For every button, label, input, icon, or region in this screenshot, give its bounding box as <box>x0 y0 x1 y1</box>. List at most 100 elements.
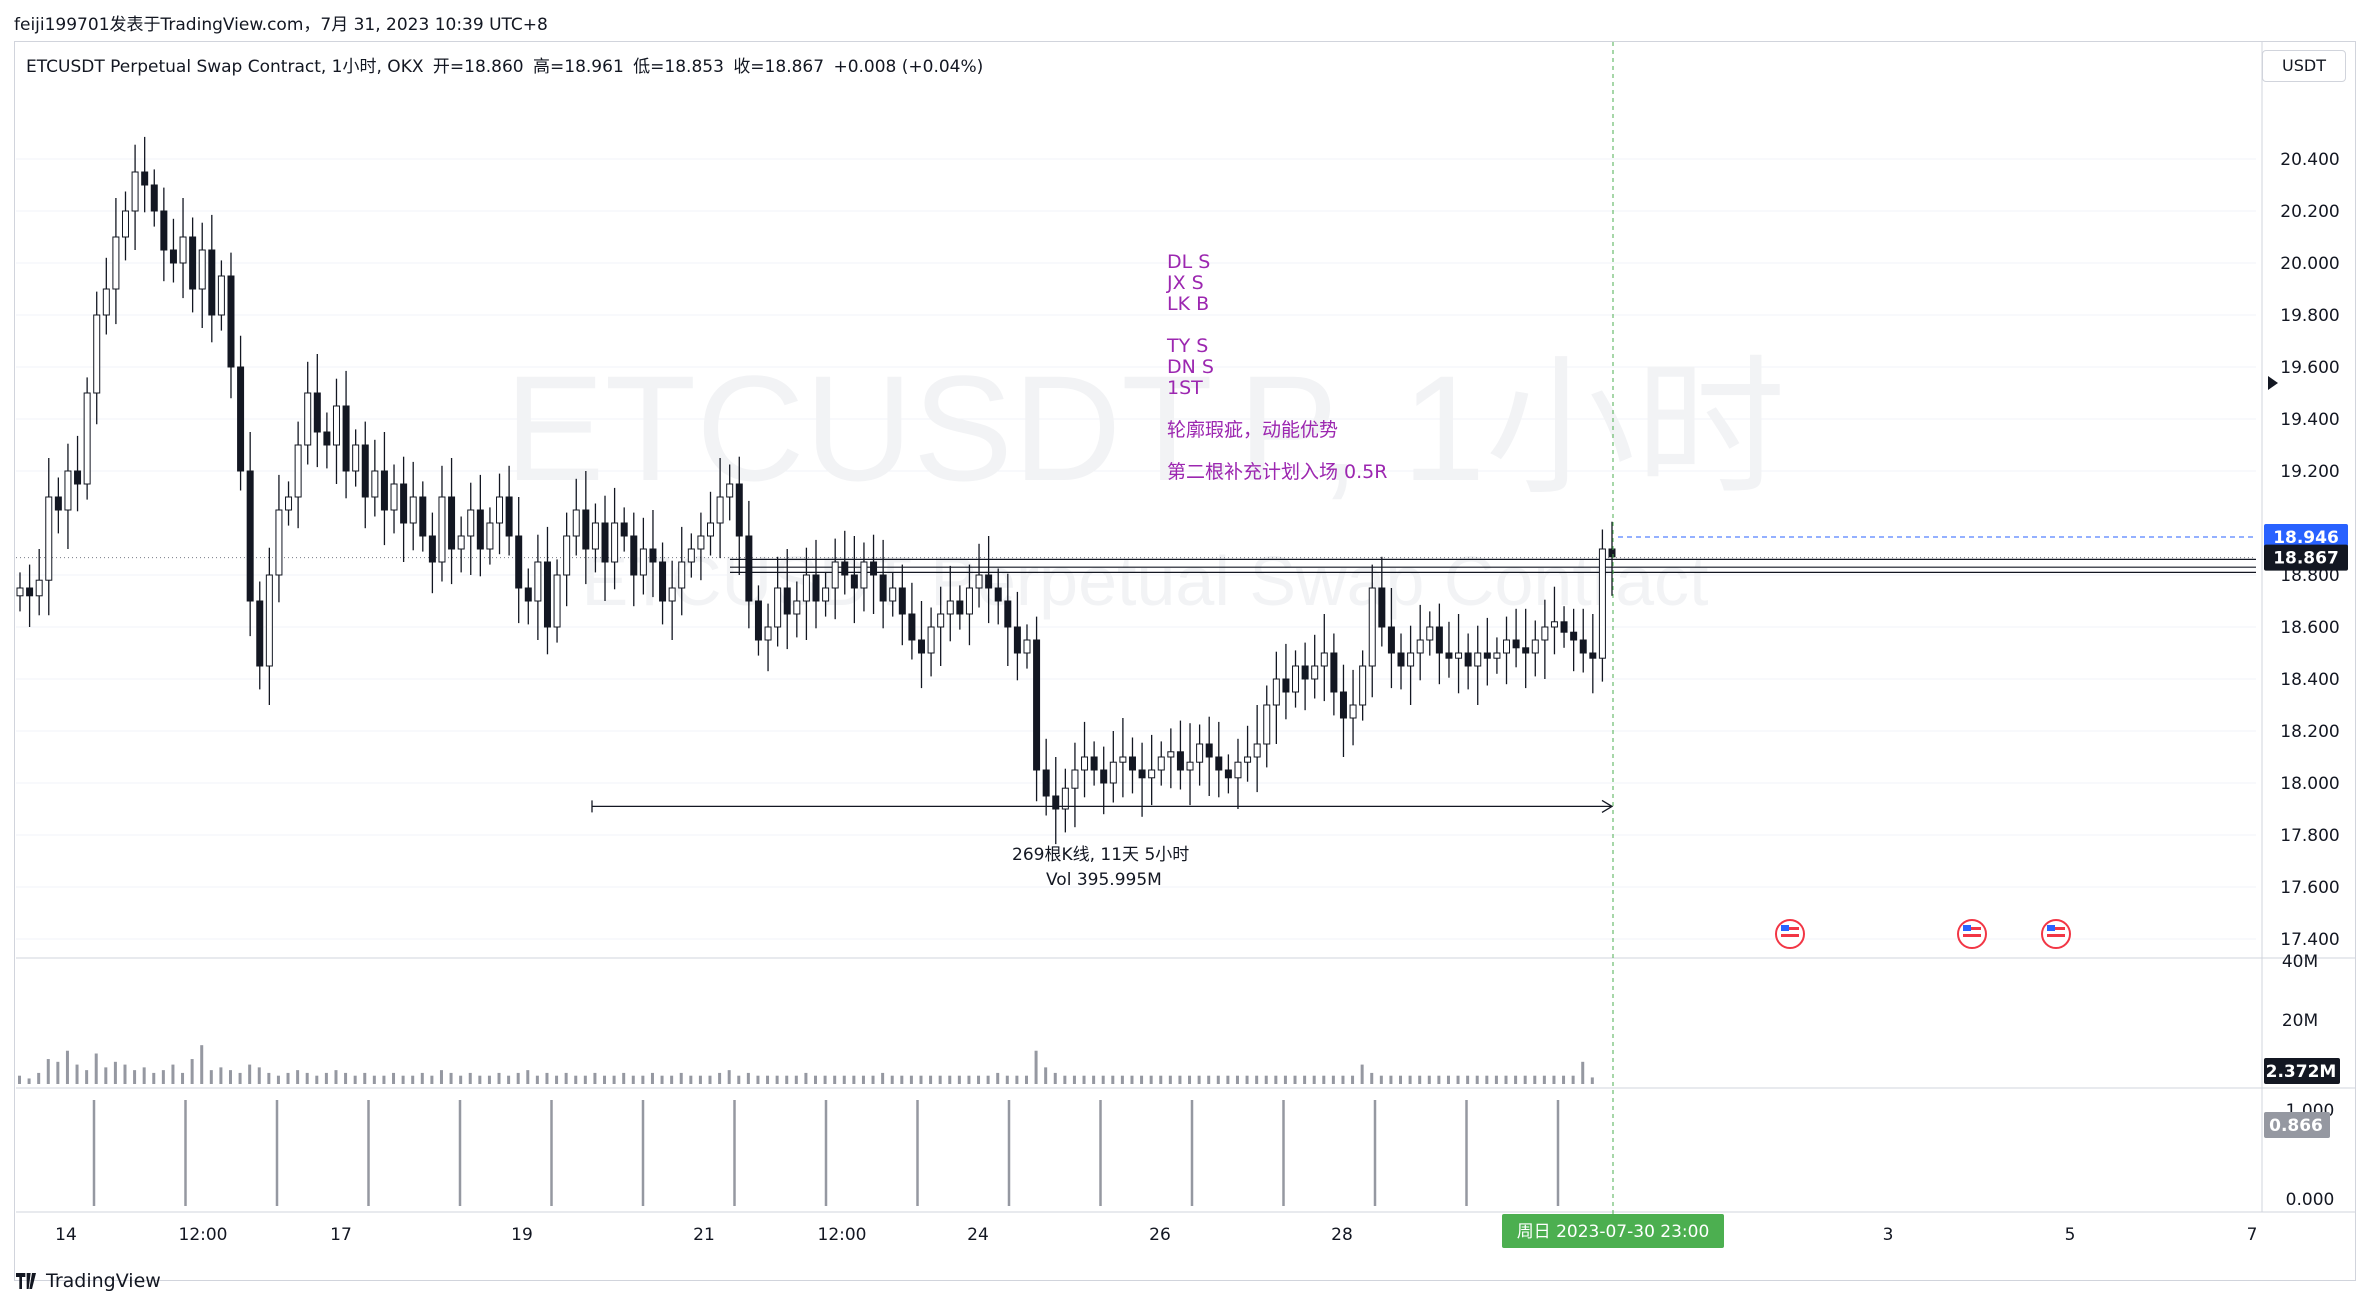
volume-bar <box>603 1075 607 1084</box>
legend-open: 开=18.860 <box>432 57 524 77</box>
volume-bar <box>449 1072 453 1084</box>
candle-body <box>294 444 302 498</box>
volume-bar <box>1264 1075 1268 1084</box>
volume-bar <box>593 1072 597 1084</box>
volume-bar <box>468 1072 472 1084</box>
note-line: 1ST <box>1167 377 1203 399</box>
candle-body <box>198 249 206 290</box>
candle-body <box>937 613 945 628</box>
volume-bar <box>1351 1075 1355 1084</box>
candle-body <box>352 444 360 472</box>
volume-bar <box>670 1075 674 1084</box>
volume-bar <box>622 1072 626 1084</box>
candle-body <box>1483 652 1491 659</box>
price-label-text: 18.946 <box>2273 528 2339 548</box>
candle-body <box>534 561 542 602</box>
candle-body <box>265 574 273 667</box>
candle-body <box>313 392 321 433</box>
volume-bar <box>1178 1075 1182 1084</box>
legend-high: 高=18.961 <box>533 57 624 77</box>
candle-body <box>1081 756 1089 771</box>
measure-arrow-icon <box>1601 799 1614 813</box>
volume-bar <box>382 1075 386 1084</box>
currency-selector-button[interactable]: USDT <box>2262 50 2346 82</box>
volume-bar <box>1197 1075 1201 1084</box>
candle-body <box>35 579 43 597</box>
time-tick-label: 21 <box>693 1225 715 1245</box>
volume-bar <box>276 1075 280 1084</box>
candle-body <box>917 639 925 654</box>
candle-body <box>1445 652 1453 659</box>
price-tick-label: 18.200 <box>2280 722 2339 742</box>
candle-body <box>1541 626 1549 641</box>
candle-body <box>1330 652 1338 693</box>
candle-body <box>898 587 906 615</box>
volume-bar <box>1092 1075 1096 1084</box>
us-flag-canton-icon <box>2047 925 2055 931</box>
volume-bar <box>1120 1075 1124 1084</box>
candle-body <box>1013 626 1021 654</box>
volume-bar <box>296 1070 300 1084</box>
candle-body <box>956 600 964 615</box>
volume-bar <box>1101 1075 1105 1084</box>
candle-body <box>1493 652 1501 659</box>
candle-body <box>946 600 954 615</box>
candle-body <box>1100 769 1108 784</box>
candle-body <box>975 574 983 589</box>
candle-body <box>1033 639 1041 771</box>
volume-bar <box>516 1072 520 1084</box>
candle-body <box>1157 756 1165 771</box>
candle-body <box>1301 665 1309 680</box>
candle-body <box>563 535 571 576</box>
candle-body <box>275 509 283 576</box>
candle-body <box>428 535 436 563</box>
volume-bar <box>823 1075 827 1084</box>
price-tick-label: 19.200 <box>2280 462 2339 482</box>
publisher-header: feiji199701发表于TradingView.com，7月 31, 202… <box>14 15 548 35</box>
volume-bar <box>238 1072 242 1084</box>
candle-body <box>1071 769 1079 789</box>
volume-bar <box>257 1067 261 1084</box>
candle-body <box>390 483 398 511</box>
candle-body <box>1474 652 1482 667</box>
volume-bar <box>1399 1075 1403 1084</box>
volume-bar <box>804 1072 808 1084</box>
volume-bar <box>459 1075 463 1084</box>
candle-body <box>630 535 638 576</box>
volume-bar <box>363 1072 367 1084</box>
candle-body <box>332 405 340 446</box>
candle-body <box>1023 639 1031 654</box>
note-line: DL S <box>1167 251 1211 273</box>
volume-bar <box>1322 1075 1326 1084</box>
time-tick-label: 12:00 <box>179 1225 228 1245</box>
volume-bar <box>1581 1061 1585 1084</box>
candle-body <box>246 470 254 602</box>
candle-body <box>678 561 686 589</box>
candle-body <box>697 535 705 550</box>
price-tick-label: 20.400 <box>2280 150 2339 170</box>
volume-bar <box>1456 1075 1460 1084</box>
candle-body <box>371 470 379 498</box>
candle-body <box>1119 756 1127 763</box>
candle-body <box>1272 678 1280 706</box>
candle-body <box>83 392 91 485</box>
candle-body <box>457 535 465 550</box>
volume-bar <box>401 1075 405 1084</box>
volume-bar <box>1475 1075 1479 1084</box>
candle-body <box>889 587 897 602</box>
price-label-text: 18.867 <box>2273 549 2339 569</box>
candle-body <box>649 548 657 563</box>
volume-bar <box>564 1072 568 1084</box>
legend-close: 收=18.867 <box>733 57 825 77</box>
volume-bar <box>535 1075 539 1084</box>
candle-body <box>1579 639 1587 654</box>
volume-bar <box>65 1050 69 1084</box>
volume-bar <box>1235 1075 1239 1084</box>
volume-bar <box>1245 1075 1249 1084</box>
price-tick-label: 17.800 <box>2280 826 2339 846</box>
candle-body <box>735 483 743 537</box>
indicator-tick-label: 0.000 <box>2286 1190 2335 1210</box>
tradingview-footer[interactable]: TradingView <box>16 1270 161 1292</box>
volume-bar <box>1188 1075 1192 1084</box>
